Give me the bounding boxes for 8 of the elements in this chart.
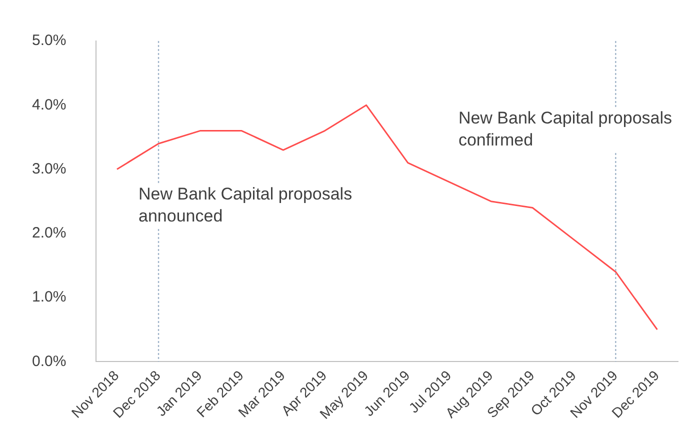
y-tick-label: 5.0% — [32, 32, 66, 50]
y-tick-label: 3.0% — [32, 160, 66, 178]
y-tick-label: 1.0% — [32, 288, 66, 306]
ref-line-label: New Bank Capital proposals confirmed — [458, 108, 672, 150]
y-tick-label: 0.0% — [32, 352, 66, 370]
y-tick-label: 4.0% — [32, 96, 66, 114]
y-tick-label: 2.0% — [32, 224, 66, 242]
ref-line-label: New Bank Capital proposals announced — [138, 184, 352, 226]
